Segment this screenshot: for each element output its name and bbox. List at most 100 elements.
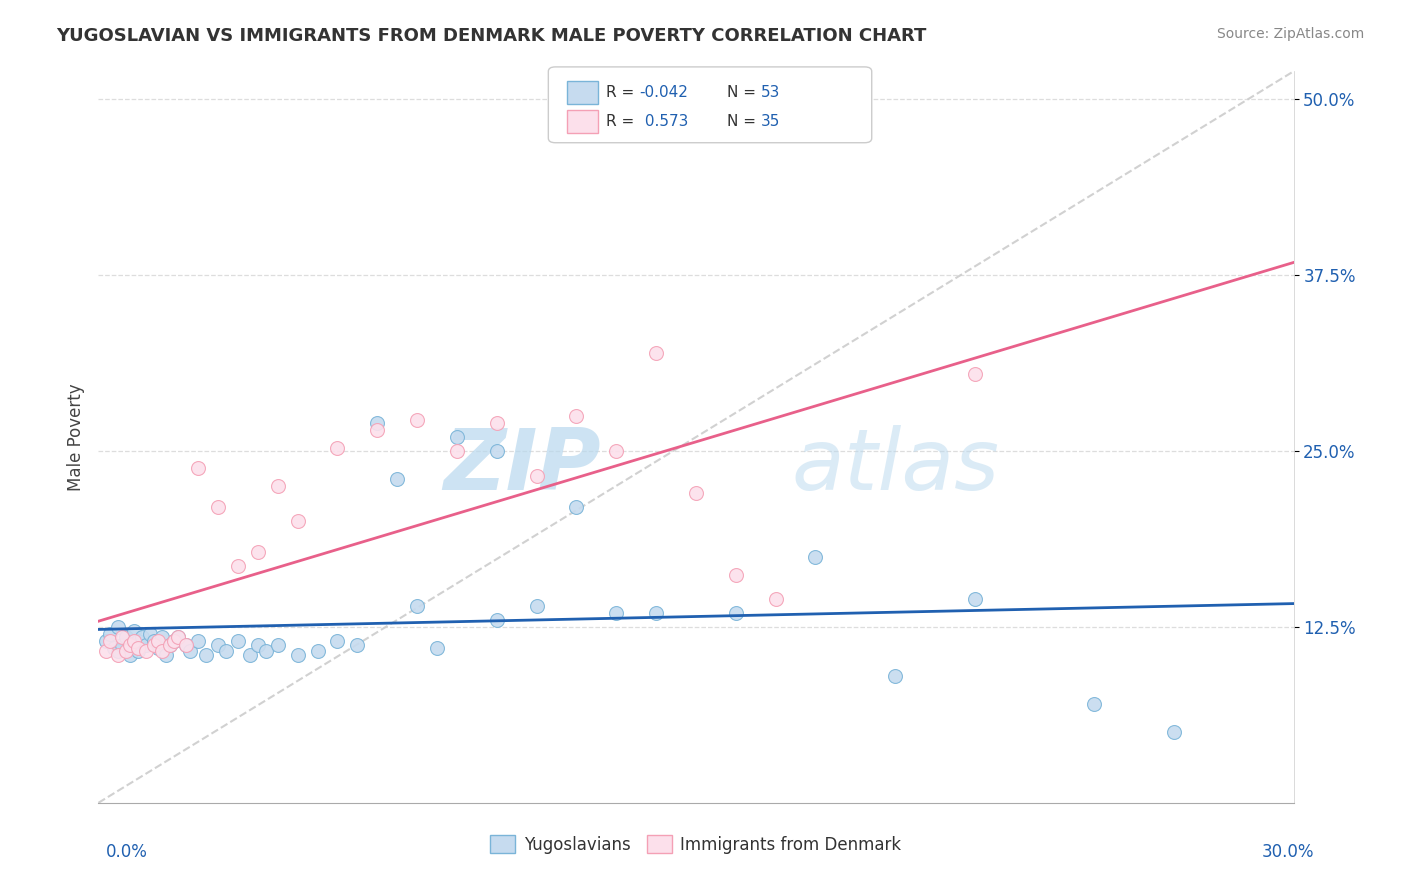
- Point: [287, 648, 309, 662]
- Point: [143, 634, 166, 648]
- Text: R =: R =: [606, 114, 640, 128]
- Point: [246, 545, 269, 559]
- Point: [326, 634, 349, 648]
- Point: [605, 444, 627, 458]
- Point: [724, 606, 747, 620]
- Point: [135, 638, 157, 652]
- Point: [96, 644, 118, 658]
- Text: ZIP: ZIP: [443, 425, 600, 508]
- Point: [148, 634, 170, 648]
- Point: [215, 644, 238, 658]
- Point: [804, 549, 827, 564]
- Legend: Yugoslavians, Immigrants from Denmark: Yugoslavians, Immigrants from Denmark: [484, 829, 908, 860]
- Point: [526, 469, 548, 483]
- Point: [115, 644, 138, 658]
- Point: [406, 599, 429, 613]
- Point: [107, 644, 129, 658]
- Point: [765, 591, 787, 606]
- Point: [148, 641, 170, 656]
- Y-axis label: Male Poverty: Male Poverty: [66, 384, 84, 491]
- Point: [167, 630, 190, 644]
- Point: [163, 634, 186, 648]
- Text: N =: N =: [727, 114, 761, 128]
- Point: [107, 648, 129, 662]
- Point: [287, 515, 309, 529]
- Point: [246, 638, 269, 652]
- Point: [685, 486, 707, 500]
- Point: [174, 638, 197, 652]
- Point: [565, 409, 588, 423]
- Point: [267, 479, 290, 493]
- Point: [963, 591, 986, 606]
- Point: [406, 413, 429, 427]
- Point: [446, 430, 468, 444]
- Point: [446, 444, 468, 458]
- Text: 35: 35: [761, 114, 780, 128]
- Point: [135, 644, 157, 658]
- Point: [111, 638, 134, 652]
- Text: 53: 53: [761, 86, 780, 100]
- Point: [645, 606, 668, 620]
- Point: [150, 644, 173, 658]
- Point: [326, 442, 349, 456]
- Point: [485, 444, 508, 458]
- Text: N =: N =: [727, 86, 761, 100]
- Point: [163, 634, 186, 648]
- Point: [98, 627, 122, 641]
- Point: [111, 630, 134, 644]
- Point: [150, 630, 173, 644]
- Point: [884, 669, 907, 683]
- Point: [645, 345, 668, 359]
- Point: [187, 461, 209, 475]
- Point: [124, 634, 146, 648]
- Point: [485, 416, 508, 430]
- Point: [131, 630, 153, 644]
- Point: [124, 624, 146, 639]
- Point: [195, 648, 218, 662]
- Point: [239, 648, 262, 662]
- Point: [207, 500, 229, 515]
- Point: [139, 627, 162, 641]
- Point: [366, 423, 388, 437]
- Point: [167, 630, 190, 644]
- Point: [120, 648, 142, 662]
- Point: [127, 641, 149, 656]
- Point: [254, 644, 277, 658]
- Point: [179, 644, 201, 658]
- Point: [174, 638, 197, 652]
- Point: [307, 644, 329, 658]
- Text: YUGOSLAVIAN VS IMMIGRANTS FROM DENMARK MALE POVERTY CORRELATION CHART: YUGOSLAVIAN VS IMMIGRANTS FROM DENMARK M…: [56, 27, 927, 45]
- Point: [127, 644, 149, 658]
- Point: [605, 606, 627, 620]
- Point: [385, 472, 409, 486]
- Point: [98, 634, 122, 648]
- Point: [115, 630, 138, 644]
- Point: [485, 613, 508, 627]
- Text: R =: R =: [606, 86, 640, 100]
- Point: [526, 599, 548, 613]
- Point: [107, 620, 129, 634]
- Text: 0.573: 0.573: [640, 114, 688, 128]
- Point: [963, 367, 986, 381]
- Point: [1083, 698, 1105, 712]
- Point: [159, 638, 181, 652]
- Point: [226, 634, 249, 648]
- Point: [103, 641, 125, 656]
- Text: atlas: atlas: [792, 425, 1000, 508]
- Text: Source: ZipAtlas.com: Source: ZipAtlas.com: [1216, 27, 1364, 41]
- Point: [207, 638, 229, 652]
- Point: [226, 559, 249, 574]
- Point: [127, 634, 149, 648]
- Point: [346, 638, 368, 652]
- Point: [120, 638, 142, 652]
- Point: [155, 648, 177, 662]
- Point: [426, 641, 449, 656]
- Point: [1163, 725, 1185, 739]
- Point: [159, 638, 181, 652]
- Point: [565, 500, 588, 515]
- Text: 30.0%: 30.0%: [1263, 843, 1315, 861]
- Text: 0.0%: 0.0%: [105, 843, 148, 861]
- Point: [143, 638, 166, 652]
- Point: [96, 634, 118, 648]
- Text: -0.042: -0.042: [640, 86, 689, 100]
